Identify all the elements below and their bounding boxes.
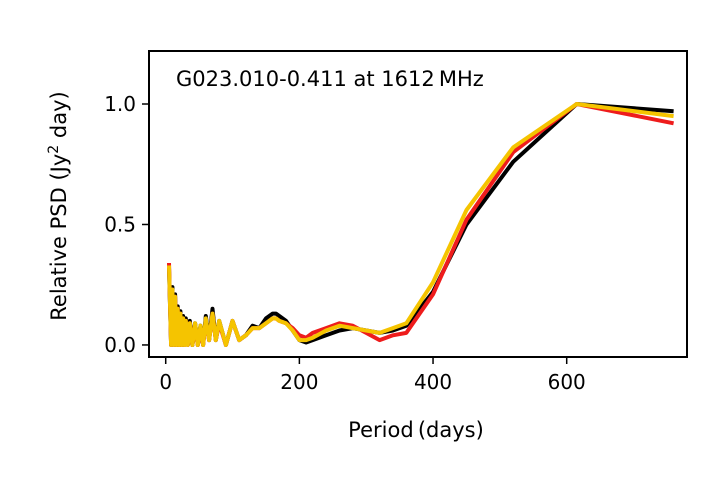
y-axis-label-tail: day) (47, 91, 71, 145)
x-tick-label: 400 (414, 370, 452, 394)
series-layer (167, 102, 674, 347)
y-axis-label-superscript: 2 (46, 145, 62, 154)
x-tick-label: 600 (548, 370, 586, 394)
y-tick-label: 1.0 (104, 92, 136, 116)
x-axis-label: Period (days) (348, 418, 484, 442)
series-line-2 (167, 102, 674, 347)
y-axis: 0.0 0.5 1.0 (104, 92, 149, 357)
x-tick-label: 200 (280, 370, 318, 394)
y-axis-label-main: Relative PSD (Jy (47, 154, 71, 321)
y-tick-label: 0.5 (104, 212, 136, 236)
y-axis-label: Relative PSD (Jy2 day) (46, 91, 71, 320)
chart-title: G023.010-0.411 at 1612 MHz (176, 67, 484, 91)
y-tick-label: 0.0 (104, 333, 136, 357)
x-tick-label: 0 (159, 370, 172, 394)
plot-frame (148, 50, 688, 358)
x-axis: 0 200 400 600 (159, 357, 586, 394)
series-line-3 (167, 102, 674, 347)
